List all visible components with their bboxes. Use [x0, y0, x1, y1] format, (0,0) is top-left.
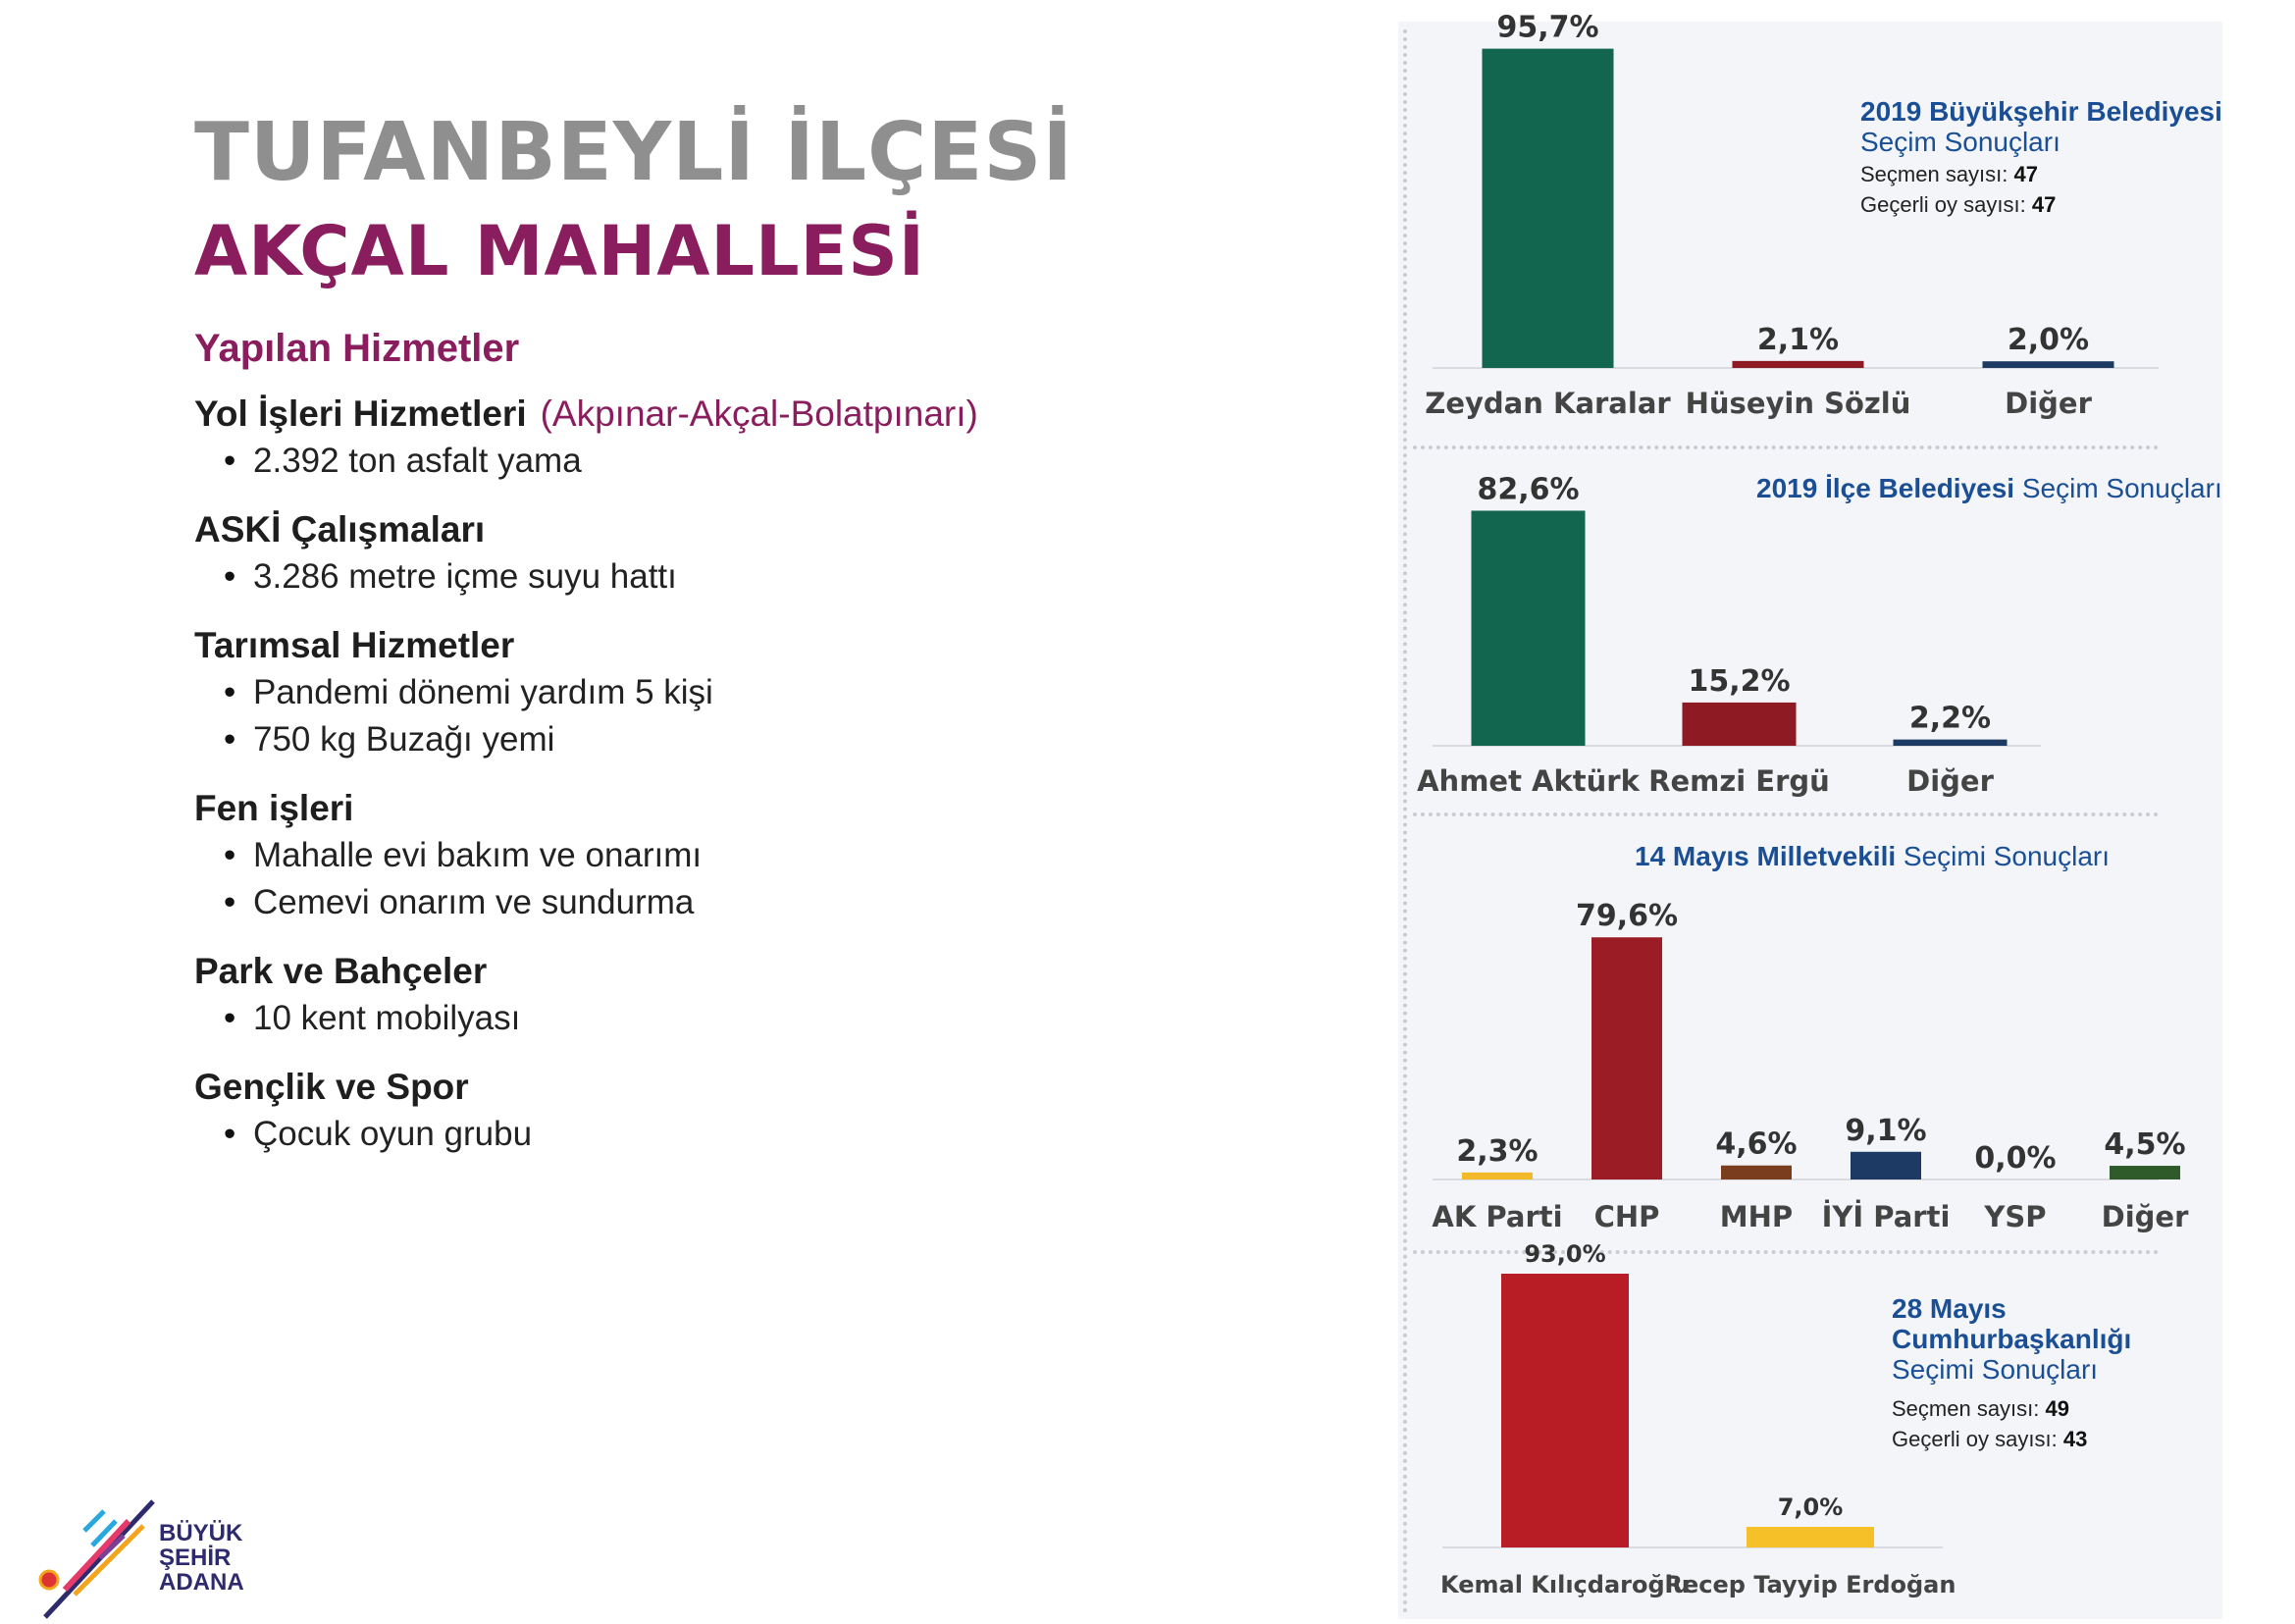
- service-item: Cemevi onarım ve sundurma: [194, 879, 1323, 926]
- category-label: Zeydan Karalar: [1425, 387, 1671, 420]
- category-label: AK Parti: [1432, 1200, 1562, 1233]
- service-items: Çocuk oyun grubu: [194, 1111, 1323, 1158]
- logo-text: BÜYÜK ŞEHİR ADANA: [159, 1520, 244, 1596]
- service-item: 750 kg Buzağı yemi: [194, 716, 1323, 763]
- services-heading: Yapılan Hizmetler: [194, 327, 520, 370]
- chart-2023-parliament: 2,3% AK Parti 79,6% CHP 4,6% MHP 9,1% İYİ Parti…: [1432, 899, 2189, 1233]
- chart-2019-district: 82,6% Ahmet Aktürk 15,2% Remzi Ergü 2,2% Diğe…: [1417, 472, 2041, 798]
- data-label: 2,0%: [2008, 323, 2089, 357]
- data-label: 4,6%: [1715, 1127, 1797, 1162]
- service-block: Park ve Bahçeler 10 kent mobilyası: [194, 948, 1323, 1042]
- category-label: CHP: [1594, 1200, 1660, 1233]
- chart-2019-metropolitan: 95,7% Zeydan Karalar 2,1% Hüseyin Sözlü 2,0%…: [1425, 11, 2159, 420]
- data-label: 2,2%: [1909, 702, 1991, 736]
- category-label: Hüseyin Sözlü: [1686, 387, 1911, 420]
- service-items: 10 kent mobilyası: [194, 995, 1323, 1042]
- chart3-info-title: 14 Mayıs Milletvekili Seçimi Sonuçları: [1635, 841, 2111, 871]
- category-label: Recep Tayyip Erdoğan: [1665, 1571, 1956, 1598]
- neighborhood-title: AKÇAL MAHALLESİ: [194, 211, 925, 291]
- service-title: Fen işleri: [194, 788, 354, 828]
- category-label: Diğer: [1906, 764, 1994, 798]
- bar: [1482, 48, 1614, 369]
- service-items: Mahalle evi bakım ve onarımı Cemevi onar…: [194, 832, 1323, 926]
- bar: [1721, 1165, 1792, 1179]
- data-label: 93,0%: [1524, 1240, 1605, 1268]
- service-item: 10 kent mobilyası: [194, 995, 1323, 1042]
- panel-dotted-border: [1403, 29, 1407, 1614]
- data-label: 79,6%: [1576, 899, 1678, 933]
- service-title: Park ve Bahçeler: [194, 951, 488, 991]
- data-label: 4,5%: [2104, 1127, 2185, 1162]
- service-title: Gençlik ve Spor: [194, 1067, 469, 1107]
- data-label: 82,6%: [1477, 472, 1579, 506]
- bar: [1747, 1527, 1874, 1547]
- section-divider: [1413, 1250, 2159, 1254]
- bar: [1471, 510, 1586, 746]
- service-item: Mahalle evi bakım ve onarımı: [194, 832, 1323, 879]
- service-block: Gençlik ve Spor Çocuk oyun grubu: [194, 1064, 1323, 1158]
- service-block: ASKİ Çalışmaları 3.286 metre içme suyu h…: [194, 506, 1323, 601]
- service-block: Yol İşleri Hizmetleri (Akpınar-Akçal-Bola…: [194, 391, 1323, 485]
- data-label: 15,2%: [1688, 664, 1790, 699]
- bar: [1462, 1172, 1533, 1179]
- service-item: Çocuk oyun grubu: [194, 1111, 1323, 1158]
- chart4-info-title: 28 Mayıs Cumhurbaşkanlığı Seçimi Sonuçla…: [1892, 1293, 2132, 1385]
- service-title: ASKİ Çalışmaları: [194, 509, 486, 550]
- chart1-info-title: 2019 Büyükşehir Belediyesi Seçim Sonuçla…: [1860, 96, 2222, 157]
- district-title: TUFANBEYLİ İLÇESİ: [194, 106, 1073, 199]
- service-item: 3.286 metre içme suyu hattı: [194, 553, 1323, 601]
- chart1-counts: Seçmen sayısı: 47 Geçerli oy sayısı: 47: [1860, 162, 2057, 217]
- service-title-text: Yol İşleri Hizmetleri: [194, 393, 527, 434]
- category-label: Remzi Ergü: [1648, 764, 1830, 798]
- category-label: Diğer: [2102, 1200, 2189, 1233]
- bar: [1893, 739, 2008, 746]
- service-item: Pandemi dönemi yardım 5 kişi: [194, 669, 1323, 716]
- service-items: 2.392 ton asfalt yama: [194, 438, 1323, 485]
- category-label: Diğer: [2005, 387, 2092, 420]
- service-item: 2.392 ton asfalt yama: [194, 438, 1323, 485]
- service-note: (Akpınar-Akçal-Bolatpınarı): [540, 393, 978, 434]
- logo-mark-icon: [38, 1499, 155, 1619]
- category-label: MHP: [1720, 1200, 1793, 1233]
- service-items: Pandemi dönemi yardım 5 kişi 750 kg Buza…: [194, 669, 1323, 763]
- chart-2023-presidential: 93,0% Kemal Kılıçdaroğlu 7,0% Recep Tayyip …: [1440, 1240, 1956, 1598]
- chart4-counts: Seçmen sayısı: 49 Geçerli oy sayısı: 43: [1892, 1396, 2088, 1451]
- bar: [1851, 1151, 1921, 1179]
- service-block: Fen işleri Mahalle evi bakım ve onarımı …: [194, 785, 1323, 926]
- bar: [1591, 937, 1662, 1179]
- bar: [1982, 361, 2114, 368]
- chart2-info-title: 2019 İlçe Belediyesi Seçim Sonuçları: [1756, 473, 2222, 503]
- bar: [1682, 702, 1797, 746]
- data-label: 0,0%: [1974, 1141, 2056, 1176]
- section-divider: [1413, 445, 2159, 449]
- data-label: 7,0%: [1778, 1493, 1844, 1521]
- adana-logo: BÜYÜK ŞEHİR ADANA: [35, 1492, 271, 1619]
- category-label: Ahmet Aktürk: [1417, 764, 1640, 798]
- services-list: Yol İşleri Hizmetleri (Akpınar-Akçal-Bola…: [194, 391, 1323, 1179]
- service-title: Tarımsal Hizmetler: [194, 625, 515, 665]
- service-items: 3.286 metre içme suyu hattı: [194, 553, 1323, 601]
- bar: [2110, 1166, 2180, 1179]
- category-label: Kemal Kılıçdaroğlu: [1440, 1571, 1690, 1598]
- data-label: 9,1%: [1845, 1114, 1926, 1148]
- data-label: 2,1%: [1757, 323, 1839, 357]
- section-divider: [1413, 812, 2159, 816]
- data-label: 95,7%: [1496, 11, 1598, 45]
- left-panel: TUFANBEYLİ İLÇESİ AKÇAL MAHALLESİ Yapıla…: [0, 0, 1374, 1623]
- category-label: İYİ Parti: [1822, 1200, 1951, 1233]
- category-label: YSP: [1983, 1200, 2046, 1233]
- bar: [1732, 360, 1864, 368]
- service-title: Yol İşleri Hizmetleri (Akpınar-Akçal-Bola…: [194, 391, 1323, 438]
- service-block: Tarımsal Hizmetler Pandemi dönemi yardım…: [194, 622, 1323, 763]
- bar: [1501, 1274, 1629, 1547]
- data-label: 2,3%: [1456, 1134, 1538, 1169]
